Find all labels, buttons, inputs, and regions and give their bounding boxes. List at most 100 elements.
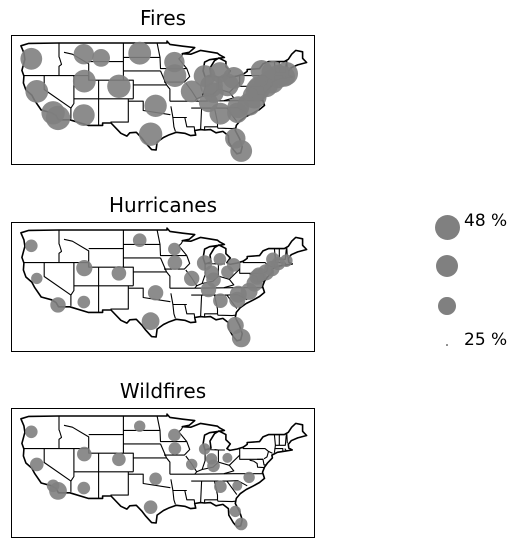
city-marker bbox=[77, 446, 92, 462]
state-border bbox=[257, 458, 267, 466]
fires-map-canvas bbox=[20, 40, 308, 162]
city-marker bbox=[143, 500, 158, 514]
city-marker bbox=[92, 49, 110, 67]
state-border bbox=[70, 75, 75, 119]
hurricanes-map-title: Hurricanes bbox=[108, 193, 218, 217]
state-border bbox=[164, 441, 191, 456]
state-border bbox=[159, 443, 171, 475]
hurricanes-markers bbox=[25, 233, 293, 348]
city-marker bbox=[107, 74, 131, 98]
state-border bbox=[228, 454, 241, 466]
city-marker bbox=[229, 505, 241, 518]
state-border bbox=[178, 240, 188, 256]
state-border bbox=[263, 451, 270, 460]
city-marker bbox=[132, 233, 147, 247]
city-marker bbox=[222, 452, 233, 463]
city-marker bbox=[76, 260, 93, 277]
legend-marker-largest bbox=[434, 214, 460, 240]
city-marker bbox=[214, 480, 227, 493]
city-marker bbox=[77, 481, 91, 495]
city-marker bbox=[77, 295, 91, 309]
state-border bbox=[43, 262, 72, 296]
city-marker bbox=[149, 472, 162, 486]
state-border bbox=[178, 426, 188, 442]
city-marker bbox=[234, 517, 248, 531]
city-marker bbox=[184, 270, 200, 287]
wildfires-map bbox=[11, 408, 315, 538]
city-marker bbox=[72, 69, 96, 93]
state-border bbox=[63, 51, 124, 81]
city-marker bbox=[227, 258, 241, 272]
state-border bbox=[110, 471, 129, 496]
state-border bbox=[286, 433, 288, 444]
city-marker bbox=[112, 452, 126, 467]
city-marker bbox=[207, 459, 220, 473]
state-border bbox=[196, 450, 206, 473]
state-border bbox=[172, 117, 176, 132]
wildfires-markers bbox=[25, 420, 255, 531]
city-marker bbox=[111, 266, 127, 281]
city-marker bbox=[147, 285, 164, 301]
fires-map-title: Fires bbox=[139, 6, 187, 30]
state-border bbox=[200, 481, 203, 503]
city-marker bbox=[168, 242, 181, 256]
state-border bbox=[128, 473, 171, 489]
city-marker bbox=[25, 425, 38, 439]
city-marker bbox=[250, 60, 273, 82]
city-marker bbox=[163, 64, 187, 87]
state-border bbox=[172, 490, 176, 505]
us-state-boundaries bbox=[20, 227, 308, 342]
city-marker bbox=[232, 480, 243, 491]
city-marker bbox=[128, 41, 152, 65]
state-border bbox=[110, 98, 129, 123]
state-border bbox=[216, 499, 236, 503]
state-border bbox=[58, 416, 63, 449]
state-border bbox=[170, 479, 187, 492]
legend-marker-smallest bbox=[446, 344, 448, 346]
city-marker bbox=[168, 428, 181, 442]
state-border bbox=[249, 459, 265, 469]
city-marker bbox=[144, 94, 167, 117]
city-marker bbox=[213, 253, 227, 266]
city-marker bbox=[274, 66, 295, 87]
state-border bbox=[216, 313, 236, 317]
state-border bbox=[170, 106, 187, 119]
city-marker bbox=[30, 457, 44, 472]
fires-markers bbox=[20, 41, 298, 162]
city-marker bbox=[200, 281, 217, 298]
us-outline bbox=[20, 413, 308, 528]
city-marker bbox=[25, 80, 49, 103]
city-marker bbox=[180, 80, 203, 103]
state-border bbox=[184, 490, 196, 504]
city-marker bbox=[213, 293, 228, 308]
city-marker bbox=[243, 471, 255, 484]
state-border bbox=[122, 416, 134, 472]
city-marker bbox=[50, 297, 66, 313]
state-border bbox=[70, 448, 75, 492]
state-border bbox=[63, 424, 124, 454]
city-marker bbox=[167, 255, 183, 270]
city-marker bbox=[141, 312, 160, 331]
city-marker bbox=[25, 239, 38, 253]
city-marker bbox=[280, 254, 293, 267]
state-border bbox=[110, 285, 129, 310]
city-marker bbox=[46, 479, 60, 493]
city-marker bbox=[20, 47, 43, 70]
state-border bbox=[228, 268, 241, 280]
city-marker bbox=[186, 458, 198, 471]
legend-label-max: 48 % bbox=[464, 211, 508, 231]
state-border bbox=[274, 448, 284, 452]
state-border bbox=[184, 304, 196, 318]
legend-marker-medium bbox=[438, 297, 456, 315]
city-marker bbox=[209, 102, 232, 125]
us-state-boundaries bbox=[20, 413, 308, 528]
hurricanes-map bbox=[11, 222, 315, 352]
state-border bbox=[63, 238, 124, 268]
state-border bbox=[216, 126, 236, 130]
hurricanes-map-canvas bbox=[20, 227, 308, 348]
city-marker bbox=[222, 67, 245, 89]
state-border bbox=[275, 434, 287, 446]
state-border bbox=[239, 448, 263, 460]
city-marker bbox=[72, 104, 95, 126]
city-marker bbox=[168, 442, 182, 455]
